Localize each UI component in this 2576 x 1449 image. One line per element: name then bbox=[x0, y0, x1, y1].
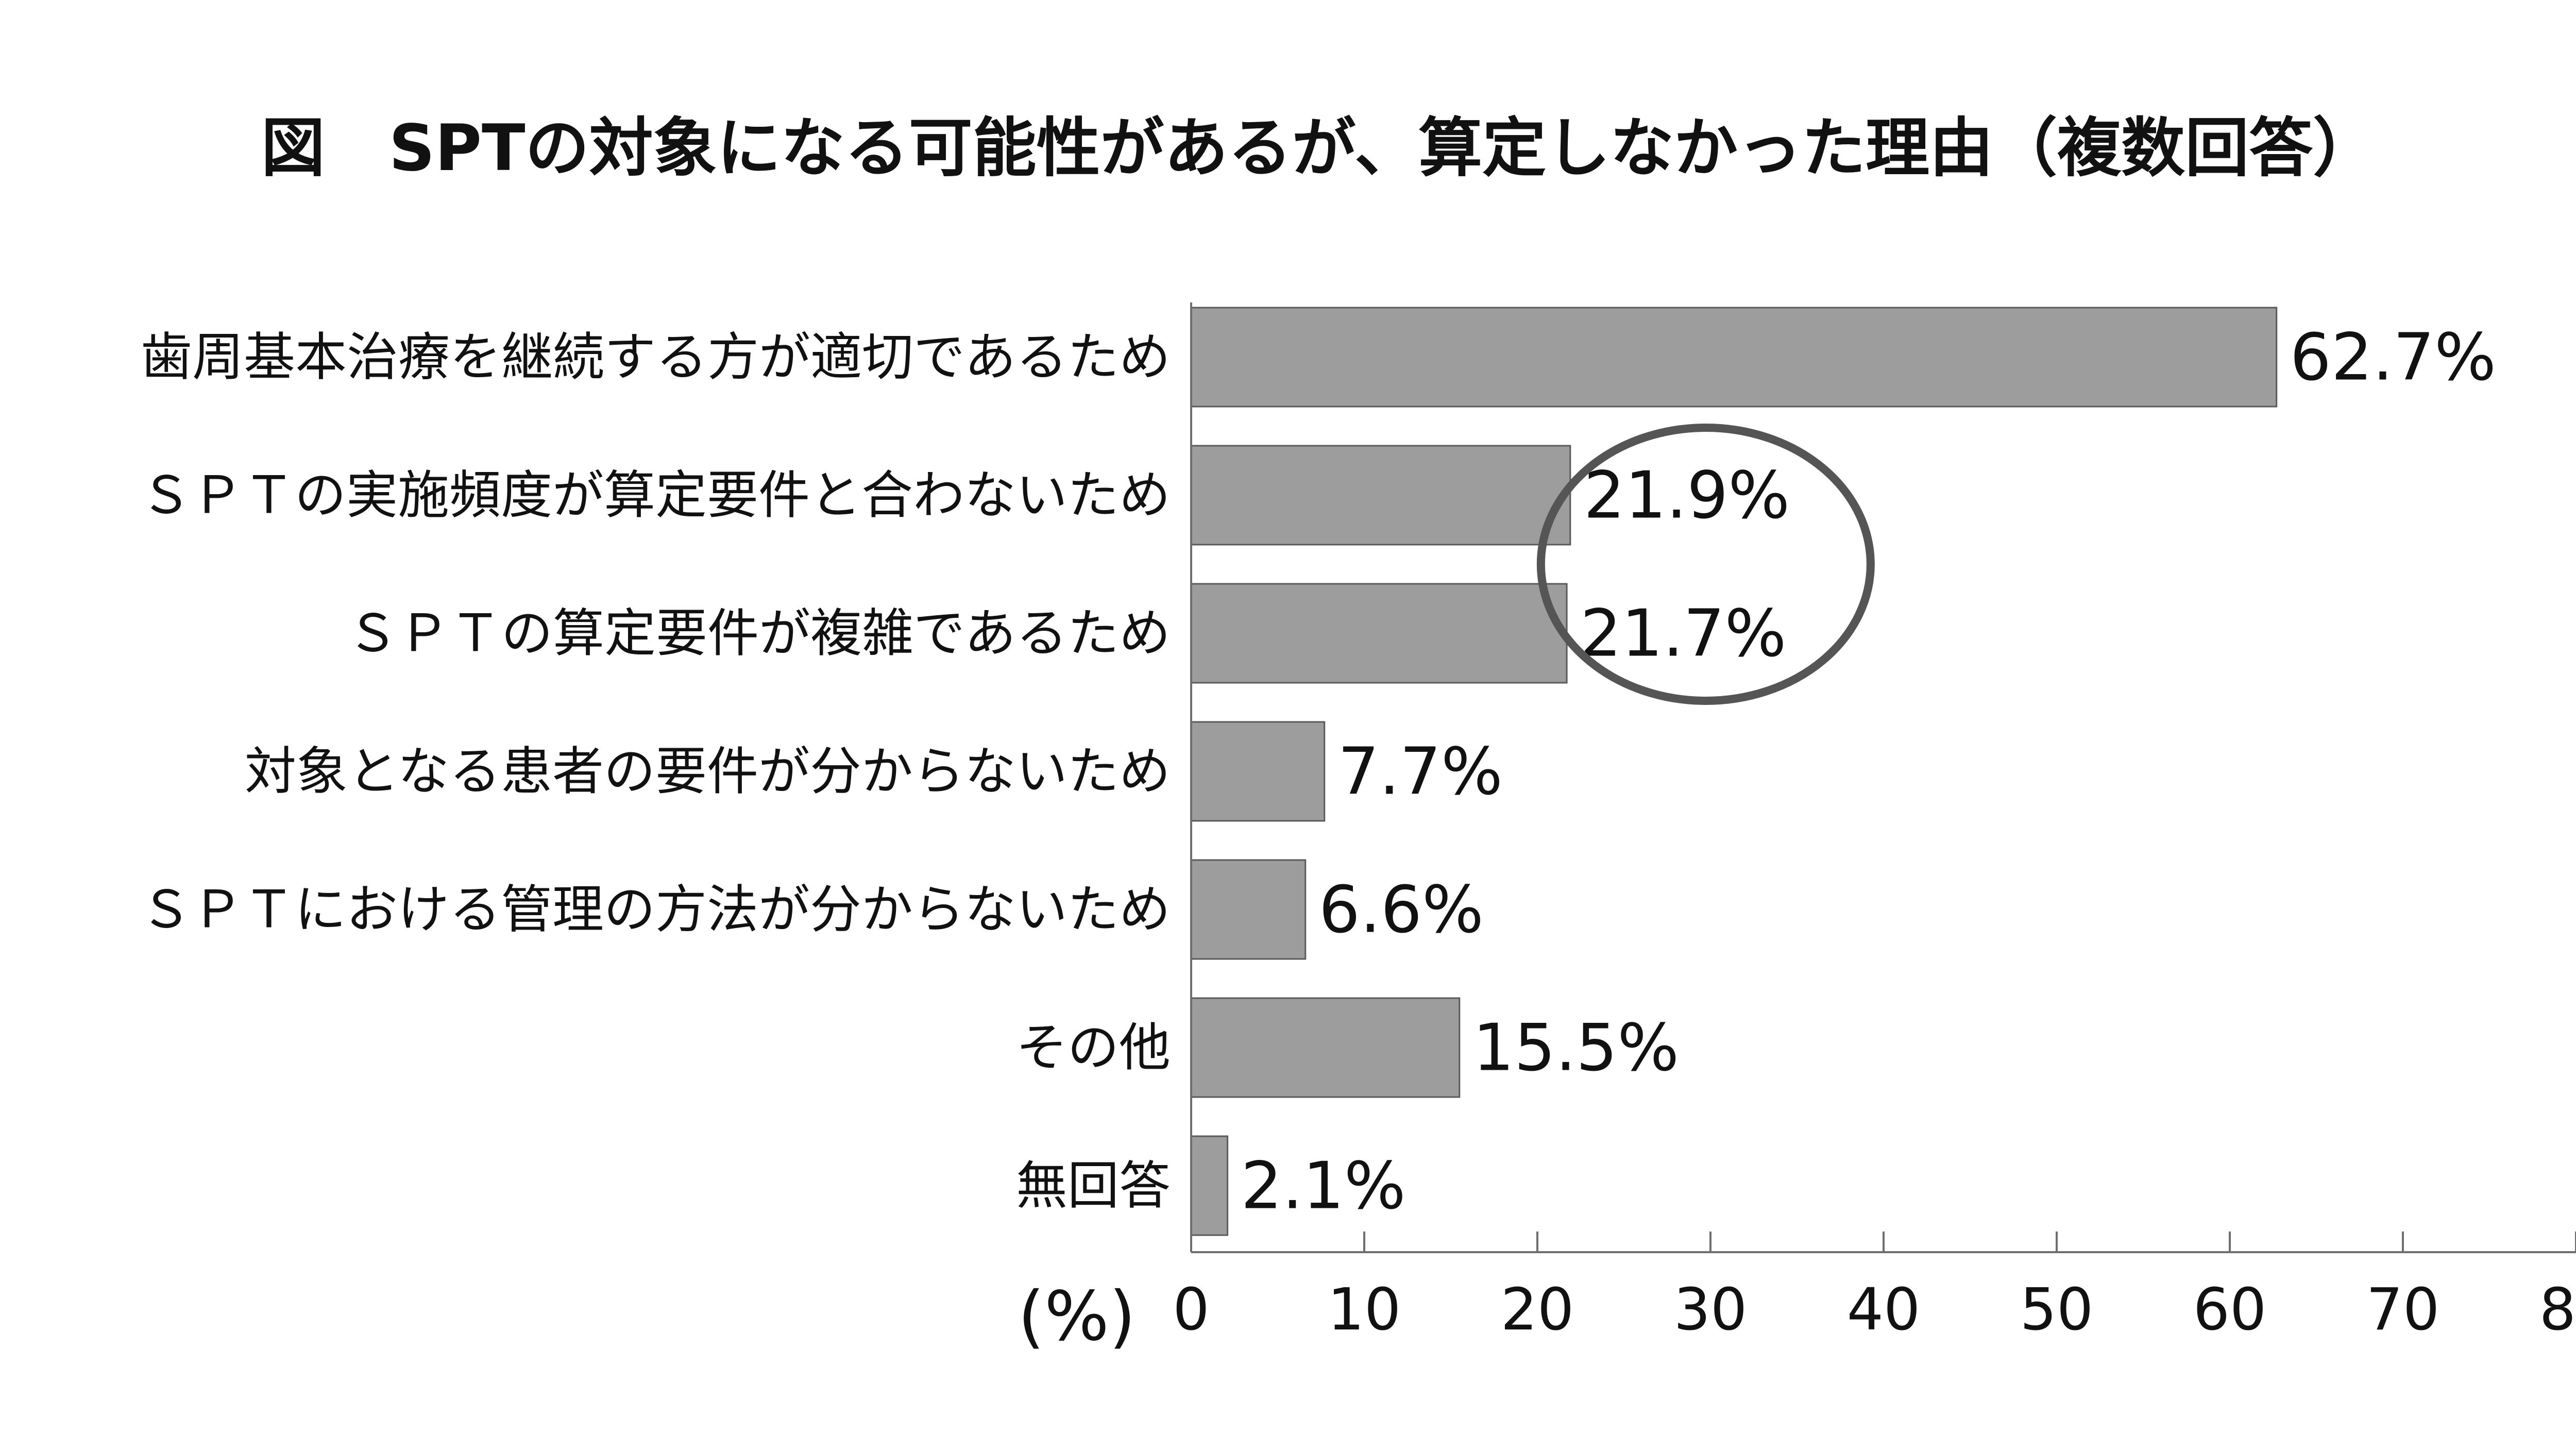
bar-5 bbox=[1190, 997, 1461, 1098]
bars-group bbox=[1190, 307, 2278, 1236]
value-label-1: 21.9% bbox=[1584, 458, 1790, 533]
labels-group: 歯周基本治療を継続する方が適切であるため 62.7% ＳＰＴの実施頻度が算定要件と合… bbox=[140, 319, 2496, 1224]
x-tick-label-4: 40 bbox=[1847, 1276, 1921, 1343]
category-label-2: ＳＰＴの算定要件が複雑であるため bbox=[347, 603, 1171, 664]
x-tick-label-3: 30 bbox=[1674, 1276, 1748, 1343]
x-axis: 0 10 20 30 40 50 60 70 80 bbox=[1173, 302, 2576, 1343]
x-tick-label-8: 80 bbox=[2539, 1276, 2576, 1343]
x-tick-label-6: 60 bbox=[2193, 1276, 2267, 1343]
value-label-3: 7.7% bbox=[1338, 734, 1503, 810]
bar-0 bbox=[1190, 307, 2278, 408]
bar-4 bbox=[1190, 859, 1307, 960]
category-label-5: その他 bbox=[1016, 1018, 1171, 1078]
x-tick-label-5: 50 bbox=[2020, 1276, 2094, 1343]
bar-6 bbox=[1190, 1135, 1229, 1236]
bar-3 bbox=[1190, 721, 1326, 822]
bar-2 bbox=[1190, 583, 1568, 684]
x-tick-label-7: 70 bbox=[2366, 1276, 2440, 1343]
value-label-4: 6.6% bbox=[1319, 872, 1484, 948]
value-label-5: 15.5% bbox=[1473, 1010, 1679, 1086]
category-label-0: 歯周基本治療を継続する方が適切であるため bbox=[141, 327, 1171, 387]
value-label-6: 2.1% bbox=[1241, 1148, 1406, 1224]
category-label-3: 対象となる患者の要件が分からないため bbox=[245, 742, 1171, 802]
x-tick-label-0: 0 bbox=[1173, 1276, 1209, 1343]
value-label-2: 21.7% bbox=[1580, 596, 1786, 671]
bar-1 bbox=[1190, 445, 1571, 546]
chart-title: 図 SPTの対象になる可能性があるが、算定しなかった理由（複数回答） bbox=[261, 111, 2377, 186]
x-axis-unit-label: (%) bbox=[1018, 1277, 1136, 1356]
value-label-0: 62.7% bbox=[2290, 319, 2496, 395]
highlight-ellipse bbox=[1536, 424, 1875, 705]
x-tick-label-1: 10 bbox=[1328, 1276, 1401, 1343]
category-label-4: ＳＰＴにおける管理の方法が分からないため bbox=[140, 880, 1171, 940]
category-label-6: 無回答 bbox=[1016, 1156, 1171, 1216]
category-label-1: ＳＰＴの実施頻度が算定要件と合わないため bbox=[140, 465, 1171, 526]
x-tick-label-2: 20 bbox=[1501, 1276, 1574, 1343]
